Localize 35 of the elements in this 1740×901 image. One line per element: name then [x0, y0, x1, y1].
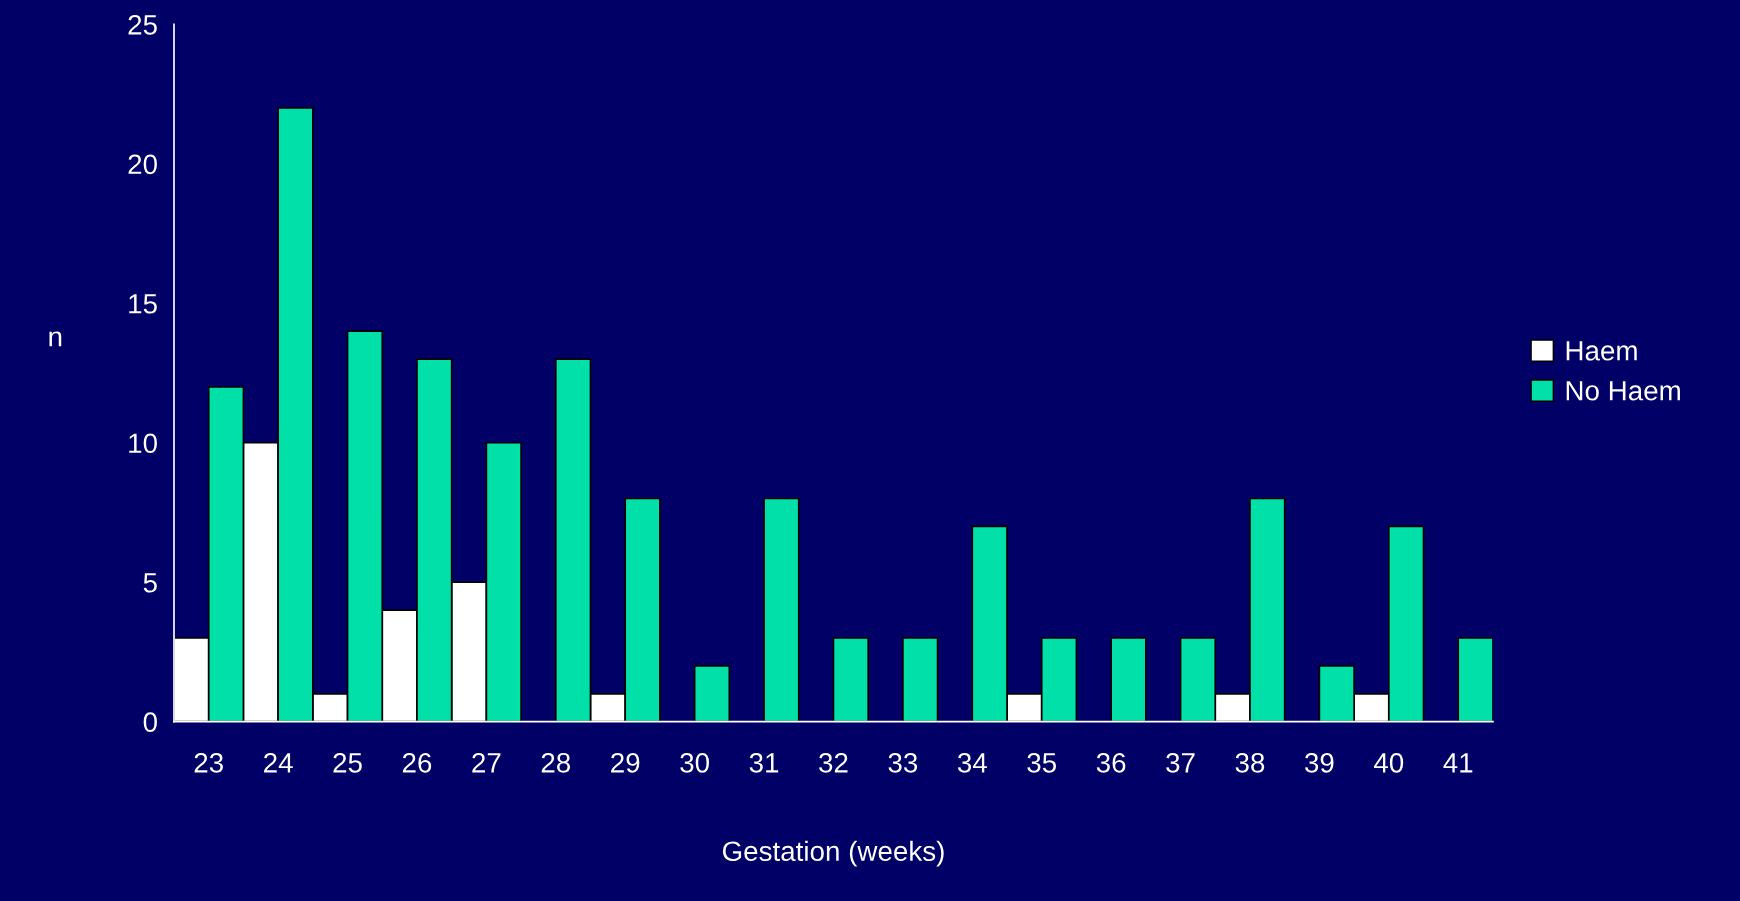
x-tick-label: 32 [819, 752, 848, 773]
x-tick-label: 35 [1027, 752, 1056, 773]
x-tick-label: 37 [1166, 752, 1195, 773]
x-tick-label: 28 [541, 752, 571, 773]
x-tick-label: 25 [333, 752, 362, 773]
x-tick-label: 23 [194, 752, 223, 773]
x-tick-label: 36 [1096, 752, 1126, 773]
bar [763, 497, 800, 722]
x-tick-label: 29 [611, 752, 640, 773]
bar [1457, 637, 1493, 722]
y-tick-label: 25 [128, 15, 157, 35]
x-tick-label: 26 [402, 752, 432, 773]
bar [902, 637, 939, 722]
x-tick-label: 27 [472, 752, 501, 773]
x-tick-label: 31 [749, 752, 779, 773]
y-tick-label: 5 [143, 573, 157, 593]
x-tick-label: 24 [264, 752, 293, 773]
x-axis-title: Gestation (weeks) [722, 840, 944, 867]
x-tick-label: 30 [680, 752, 709, 773]
x-tick-label: 34 [957, 752, 987, 773]
x-tick-label: 39 [1304, 752, 1334, 773]
y-axis-title: n [49, 331, 62, 347]
bar [693, 665, 731, 722]
y-tick-label: 0 [143, 712, 157, 733]
legend-label: No Haem [1566, 381, 1680, 401]
x-tick-label: 33 [888, 752, 918, 773]
x-tick-label: 41 [1443, 753, 1473, 773]
y-tick-label: 20 [128, 154, 157, 175]
legend-label: Haem [1566, 341, 1637, 361]
x-tick-label: 38 [1235, 752, 1265, 773]
y-tick-label: 10 [129, 433, 157, 454]
bar [1110, 637, 1147, 722]
y-tick-label: 15 [129, 294, 157, 314]
bar [832, 637, 870, 722]
x-tick-label: 40 [1373, 752, 1404, 773]
